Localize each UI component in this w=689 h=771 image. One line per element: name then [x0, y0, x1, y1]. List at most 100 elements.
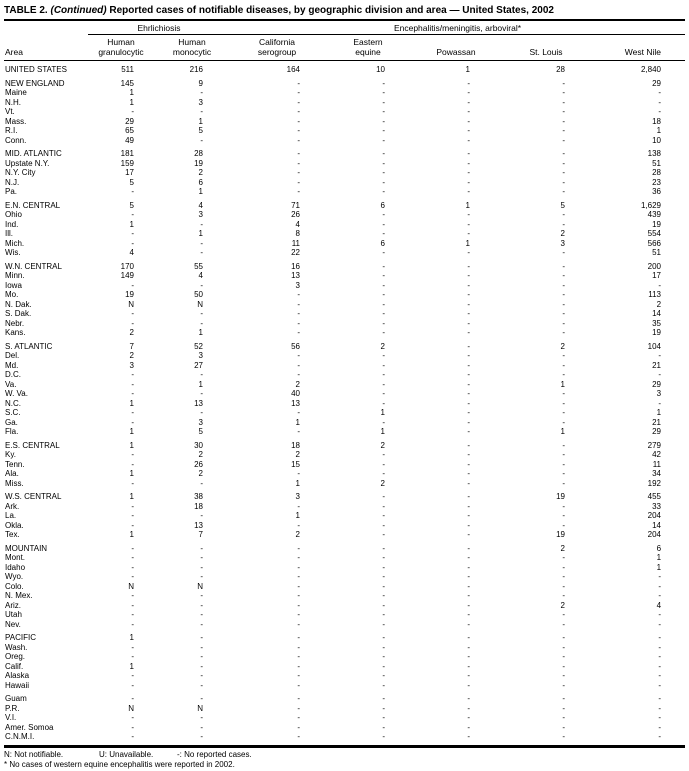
table-row: S. Dak. - - - - - - 14 — [4, 309, 685, 319]
value-cell: 204 — [647, 511, 662, 520]
column-group-encephalitis: Encephalitis/meningitis, arboviral* — [230, 21, 686, 35]
value-cell: - — [297, 661, 300, 671]
value-cell: 3 — [656, 389, 662, 398]
area-cell: C.N.M.I. — [5, 732, 35, 741]
value-cell: 159 — [120, 158, 134, 168]
value-cell: - — [467, 703, 470, 713]
value-cell: - — [562, 591, 565, 600]
table-row: Ill. - 1 8 - - 2 554 — [4, 229, 685, 239]
area-cell: W.N. CENTRAL — [5, 261, 62, 271]
value-cell: - — [297, 543, 300, 553]
area-cell: D.C. — [5, 370, 21, 379]
value-cell: - — [131, 610, 134, 619]
value-cell: - — [200, 619, 203, 629]
value-cell: - — [382, 149, 385, 158]
value-cell: - — [562, 680, 565, 690]
value-cell: - — [562, 398, 565, 408]
value-cell: - — [200, 280, 203, 290]
value-cell: - — [200, 219, 203, 229]
area-cell: Wyo. — [5, 572, 24, 581]
value-cell: 1 — [129, 97, 134, 107]
table-row: Mo. 19 50 - - - - 113 — [4, 290, 685, 300]
value-cell: - — [131, 408, 134, 417]
value-cell: - — [297, 187, 300, 196]
value-cell: - — [382, 572, 385, 581]
value-cell: 23 — [652, 177, 662, 187]
value-cell: - — [467, 642, 470, 652]
value-cell: - — [200, 318, 203, 328]
value-cell: 1 — [380, 427, 385, 436]
value-cell: - — [467, 370, 470, 379]
value-cell: - — [562, 619, 565, 629]
value-cell: - — [467, 78, 470, 88]
value-cell: 22 — [291, 248, 300, 257]
value-cell: 1 — [129, 530, 134, 539]
value-cell: - — [200, 722, 203, 732]
table-row: S.C. - - - 1 - - 1 — [4, 408, 685, 418]
area-cell: N.J. — [5, 177, 20, 187]
value-cell: - — [658, 652, 662, 661]
value-cell: - — [382, 501, 385, 511]
value-cell: 1,629 — [640, 200, 662, 210]
value-cell: - — [382, 168, 385, 177]
value-cell: - — [131, 671, 134, 680]
value-cell: - — [562, 671, 565, 680]
area-cell: Va. — [5, 379, 17, 389]
value-cell: - — [467, 187, 470, 196]
table-row: Miss. - - 1 2 - - 192 — [4, 479, 685, 489]
value-cell: 5 — [560, 200, 565, 210]
value-cell: - — [658, 694, 662, 703]
value-cell: 15 — [291, 459, 300, 469]
value-cell: 3 — [198, 97, 203, 107]
value-cell: - — [562, 520, 565, 530]
value-cell: - — [200, 732, 203, 741]
value-cell: - — [467, 318, 470, 328]
value-cell: 18 — [194, 501, 203, 511]
value-cell: - — [382, 543, 385, 553]
value-cell: - — [131, 370, 134, 379]
value-cell: - — [297, 149, 300, 158]
table-title: TABLE 2. (Continued) Reported cases of n… — [4, 3, 685, 21]
value-cell: 2 — [295, 379, 300, 389]
table-row: Guam - - - - - - - — [4, 690, 685, 704]
value-cell: 1 — [198, 187, 203, 196]
value-cell: - — [131, 379, 134, 389]
value-cell: - — [562, 511, 565, 520]
value-cell: - — [200, 713, 203, 722]
value-cell: N — [197, 703, 203, 713]
value-cell: 50 — [194, 290, 203, 299]
area-cell: Tex. — [5, 530, 20, 539]
value-cell: - — [382, 309, 385, 318]
value-cell: - — [297, 78, 300, 88]
value-cell: - — [562, 107, 565, 116]
value-cell: - — [200, 543, 203, 553]
value-cell: - — [467, 440, 470, 450]
value-cell: 1 — [465, 200, 470, 210]
value-cell: 29 — [125, 116, 134, 126]
value-cell: 138 — [647, 149, 662, 158]
value-cell: - — [467, 501, 470, 511]
value-cell: 18 — [291, 440, 300, 450]
value-cell: 6 — [198, 177, 203, 187]
value-cell: - — [200, 562, 203, 572]
value-cell: - — [658, 591, 662, 600]
value-cell: - — [467, 543, 470, 553]
value-cell: 19 — [556, 530, 565, 539]
value-cell: - — [562, 351, 565, 360]
area-cell: Oreg. — [5, 652, 26, 661]
value-cell: - — [297, 107, 300, 116]
area-cell: Amer. Somoa — [5, 722, 54, 732]
value-cell: 17 — [652, 271, 662, 280]
area-cell: Miss. — [5, 478, 24, 488]
table-row: N.Y. City 17 2 - - - - 28 — [4, 168, 685, 178]
table-row: Vt. - - - - - - - — [4, 107, 685, 117]
column-header-west-nile: West Nile — [592, 34, 686, 61]
value-cell: - — [382, 553, 385, 562]
value-cell: 28 — [194, 149, 203, 158]
value-cell: 1 — [656, 562, 662, 572]
value-cell: - — [658, 88, 662, 97]
area-cell: Ala. — [5, 469, 19, 478]
value-cell: 1 — [465, 65, 470, 74]
value-cell: - — [200, 680, 203, 690]
value-cell: - — [297, 633, 300, 642]
